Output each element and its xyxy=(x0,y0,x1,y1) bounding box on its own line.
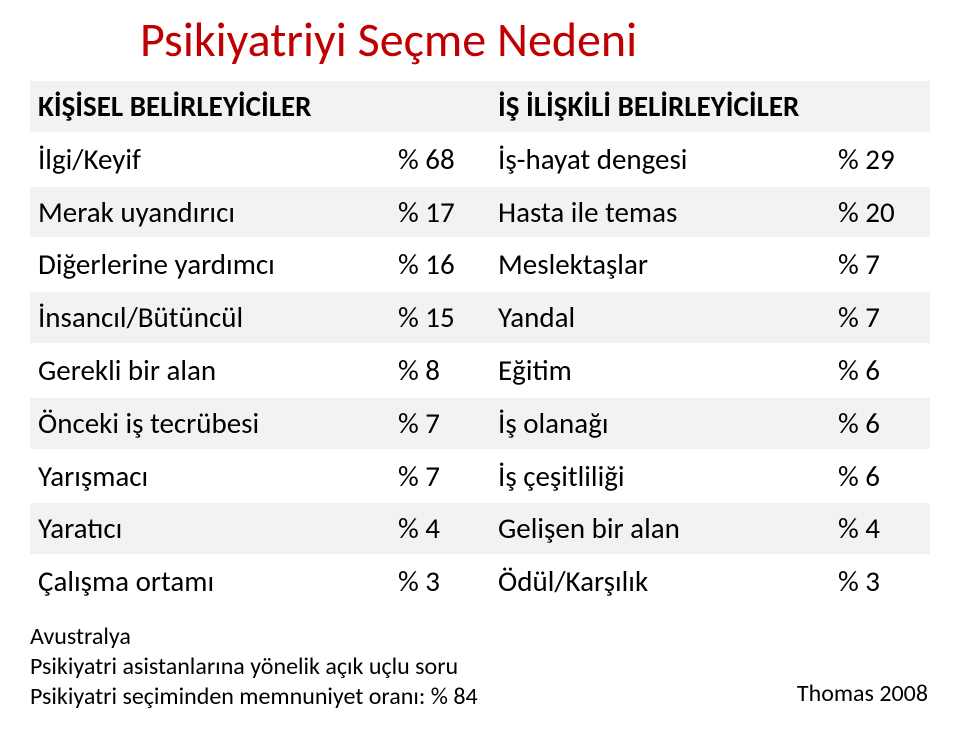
citation: Thomas 2008 xyxy=(797,679,928,708)
table-row: Merak uyandırıcı % 17 Hasta ile temas % … xyxy=(30,186,930,239)
cell-left-pct: % 16 xyxy=(390,238,490,291)
table-row: Diğerlerine yardımcı % 16 Meslektaşlar %… xyxy=(30,238,930,291)
header-left: KİŞİSEL BELİRLEYİCİLER xyxy=(30,81,490,133)
cell-right-pct: % 20 xyxy=(830,186,930,239)
cell-right-label: Hasta ile temas xyxy=(490,186,830,239)
footnote-line: Psikiyatri seçiminden memnuniyet oranı: … xyxy=(30,682,478,712)
footnote-line: Psikiyatri asistanlarına yönelik açık uç… xyxy=(30,652,478,682)
cell-left-pct: % 15 xyxy=(390,291,490,344)
cell-right-label: Gelişen bir alan xyxy=(490,502,830,555)
cell-right-label: İş çeşitliliği xyxy=(490,450,830,503)
cell-right-label: Meslektaşlar xyxy=(490,238,830,291)
cell-right-label: Yandal xyxy=(490,291,830,344)
cell-right-label: İş olanağı xyxy=(490,397,830,450)
cell-right-pct: % 3 xyxy=(830,555,930,608)
cell-right-label: İş-hayat dengesi xyxy=(490,133,830,186)
cell-left-pct: % 8 xyxy=(390,344,490,397)
cell-left-pct: % 68 xyxy=(390,133,490,186)
slide-title: Psikiyatriyi Seçme Nedeni xyxy=(140,10,930,69)
cell-right-pct: % 7 xyxy=(830,238,930,291)
cell-left-label: Önceki iş tecrübesi xyxy=(30,397,390,450)
cell-left-pct: % 4 xyxy=(390,502,490,555)
cell-right-pct: % 7 xyxy=(830,291,930,344)
cell-right-label: Ödül/Karşılık xyxy=(490,555,830,608)
cell-left-label: Diğerlerine yardımcı xyxy=(30,238,390,291)
cell-left-pct: % 17 xyxy=(390,186,490,239)
table-row: Önceki iş tecrübesi % 7 İş olanağı % 6 xyxy=(30,397,930,450)
determinants-table: KİŞİSEL BELİRLEYİCİLER İŞ İLİŞKİLİ BELİR… xyxy=(30,81,930,609)
header-right: İŞ İLİŞKİLİ BELİRLEYİCİLER xyxy=(490,81,930,133)
cell-left-pct: % 7 xyxy=(390,397,490,450)
cell-left-label: Çalışma ortamı xyxy=(30,555,390,608)
table-row: Çalışma ortamı % 3 Ödül/Karşılık % 3 xyxy=(30,555,930,608)
cell-left-label: İnsancıl/Bütüncül xyxy=(30,291,390,344)
cell-left-label: Yaratıcı xyxy=(30,502,390,555)
table-row: İlgi/Keyif % 68 İş-hayat dengesi % 29 xyxy=(30,133,930,186)
table-row: Yaratıcı % 4 Gelişen bir alan % 4 xyxy=(30,502,930,555)
table-row: Yarışmacı % 7 İş çeşitliliği % 6 xyxy=(30,450,930,503)
table-row: İnsancıl/Bütüncül % 15 Yandal % 7 xyxy=(30,291,930,344)
cell-left-pct: % 3 xyxy=(390,555,490,608)
cell-right-pct: % 6 xyxy=(830,344,930,397)
cell-right-pct: % 6 xyxy=(830,450,930,503)
table-row: Gerekli bir alan % 8 Eğitim % 6 xyxy=(30,344,930,397)
table-header-row: KİŞİSEL BELİRLEYİCİLER İŞ İLİŞKİLİ BELİR… xyxy=(30,81,930,133)
cell-right-pct: % 29 xyxy=(830,133,930,186)
cell-right-pct: % 4 xyxy=(830,502,930,555)
cell-left-label: Merak uyandırıcı xyxy=(30,186,390,239)
cell-right-label: Eğitim xyxy=(490,344,830,397)
cell-left-label: İlgi/Keyif xyxy=(30,133,390,186)
cell-left-label: Yarışmacı xyxy=(30,450,390,503)
cell-right-pct: % 6 xyxy=(830,397,930,450)
slide: Psikiyatriyi Seçme Nedeni KİŞİSEL BELİRL… xyxy=(0,0,960,736)
cell-left-pct: % 7 xyxy=(390,450,490,503)
footnote-line: Avustralya xyxy=(30,622,478,652)
cell-left-label: Gerekli bir alan xyxy=(30,344,390,397)
footnote-block: Avustralya Psikiyatri asistanlarına yöne… xyxy=(30,622,478,712)
